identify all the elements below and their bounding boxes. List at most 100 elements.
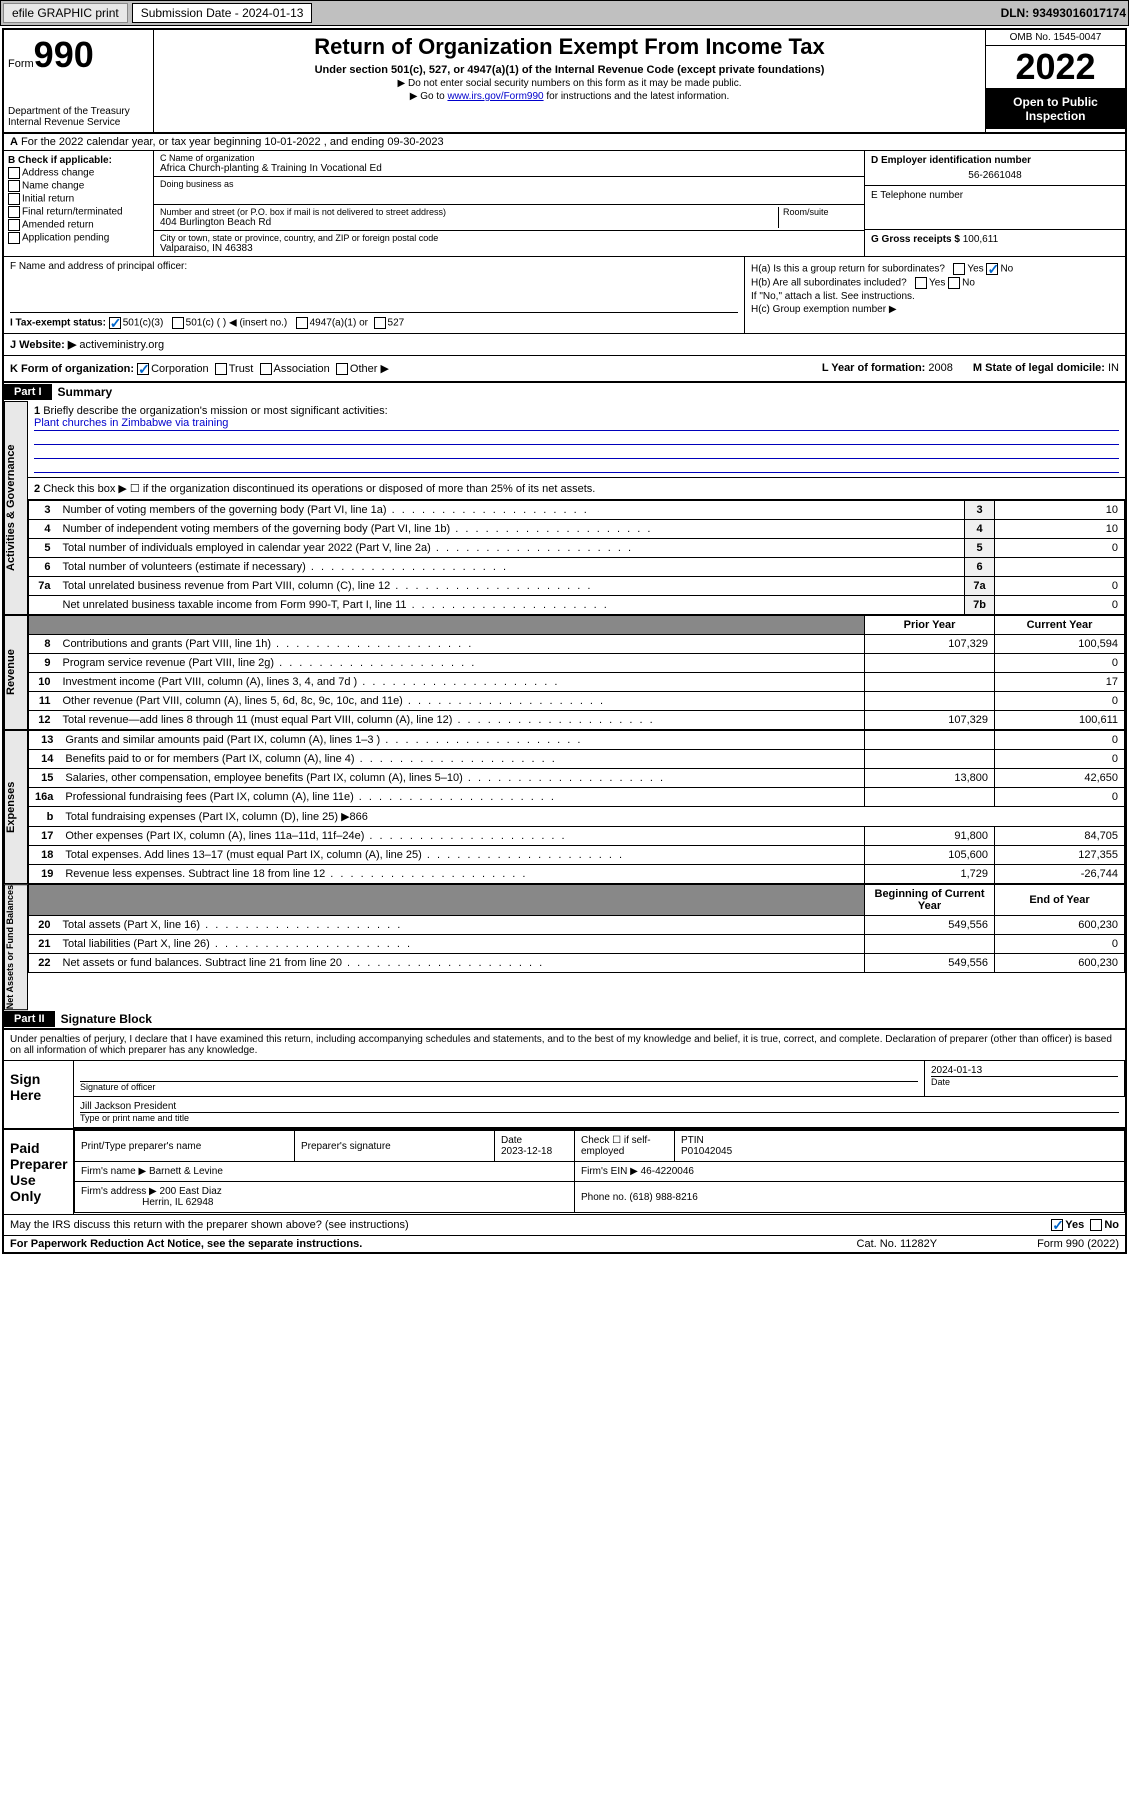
cb-amended[interactable]: Amended return [8, 219, 149, 231]
part1-title: Summary [52, 383, 119, 401]
line2-text: Check this box ▶ ☐ if the organization d… [43, 483, 595, 495]
addr-label: Number and street (or P.O. box if mail i… [160, 207, 778, 217]
note-pre: ▶ Go to [410, 91, 448, 102]
dln: DLN: 93493016017174 [1001, 6, 1126, 20]
cat-no: Cat. No. 11282Y [857, 1238, 938, 1250]
org-name: Africa Church-planting & Training In Voc… [160, 163, 858, 174]
box-b: B Check if applicable: Address change Na… [4, 151, 154, 256]
header-right: OMB No. 1545-0047 2022 Open to Public In… [985, 30, 1125, 132]
prep-date-label: Date [501, 1135, 522, 1146]
summary-expenses: Expenses 13Grants and similar amounts pa… [4, 730, 1125, 884]
city-state-zip: Valparaiso, IN 46383 [160, 243, 858, 254]
gross-receipts: 100,611 [963, 234, 998, 245]
ha-text: H(a) Is this a group return for subordin… [751, 264, 945, 275]
prep-sig-label: Preparer's signature [295, 1131, 495, 1162]
form-title: Return of Organization Exempt From Incom… [158, 34, 981, 60]
col-begin: Beginning of Current Year [865, 885, 995, 916]
year-formation-label: L Year of formation: [822, 362, 926, 374]
may-irs-row: May the IRS discuss this return with the… [4, 1215, 1125, 1235]
prep-date: 2023-12-18 [501, 1146, 552, 1157]
cb-initial-return[interactable]: Initial return [8, 193, 149, 205]
top-bar: efile GRAPHIC print Submission Date - 20… [0, 0, 1129, 26]
hc-text: H(c) Group exemption number ▶ [751, 304, 1119, 315]
sign-here-label: Sign Here [4, 1061, 74, 1128]
website-label: J Website: ▶ [10, 339, 76, 351]
box-c: C Name of organization Africa Church-pla… [154, 151, 865, 256]
footer: For Paperwork Reduction Act Notice, see … [4, 1235, 1125, 1252]
box-h: H(a) Is this a group return for subordin… [745, 257, 1125, 333]
part2-title: Signature Block [55, 1010, 158, 1028]
note-ssn: ▶ Do not enter social security numbers o… [158, 78, 981, 89]
firm-city: Herrin, IL 62948 [142, 1197, 213, 1208]
cb-assoc[interactable] [260, 363, 272, 375]
room-label: Room/suite [778, 207, 858, 228]
box-d: D Employer identification number 56-2661… [865, 151, 1125, 256]
firm-ein-label: Firm's EIN ▶ [581, 1166, 638, 1177]
ptin-label: PTIN [681, 1135, 704, 1146]
tab-governance: Activities & Governance [4, 401, 28, 615]
domicile-label: M State of legal domicile: [973, 362, 1105, 374]
summary-revenue: Revenue Prior YearCurrent Year 8Contribu… [4, 615, 1125, 730]
cb-trust[interactable] [215, 363, 227, 375]
tab-expenses: Expenses [4, 730, 28, 884]
form-number: 990 [34, 34, 94, 75]
cb-final-return[interactable]: Final return/terminated [8, 206, 149, 218]
col-prior: Prior Year [865, 616, 995, 635]
open-inspection: Open to Public Inspection [986, 89, 1125, 129]
website: activeministry.org [79, 339, 164, 351]
date-label: Date [931, 1076, 1118, 1087]
hb-text: H(b) Are all subordinates included? [751, 278, 907, 289]
row-fh: F Name and address of principal officer:… [4, 257, 1125, 334]
cb-irs-yes[interactable] [1051, 1219, 1063, 1231]
row-k: K Form of organization: Corporation Trus… [4, 356, 1125, 383]
gross-label: G Gross receipts $ [871, 234, 960, 245]
cb-name-change[interactable]: Name change [8, 180, 149, 192]
cb-irs-no[interactable] [1090, 1219, 1102, 1231]
officer-label: Type or print name and title [80, 1112, 1119, 1123]
form-label: Form [8, 58, 34, 70]
box-f: F Name and address of principal officer: [10, 261, 738, 272]
ptin: P01042045 [681, 1146, 732, 1157]
note-post: for instructions and the latest informat… [544, 91, 730, 102]
tax-year: 2022 [986, 46, 1125, 89]
firm-phone-label: Phone no. [581, 1192, 627, 1203]
cb-corp[interactable] [137, 363, 149, 375]
cb-ha-no[interactable] [986, 263, 998, 275]
col-current: Current Year [995, 616, 1125, 635]
cb-501c3[interactable] [109, 317, 121, 329]
domicile: IN [1108, 362, 1119, 374]
efile-print-button[interactable]: efile GRAPHIC print [3, 3, 128, 23]
cb-4947[interactable] [296, 317, 308, 329]
cb-501c[interactable] [172, 317, 184, 329]
box-b-title: B Check if applicable: [8, 155, 112, 166]
check-self-employed[interactable]: Check ☐ if self-employed [575, 1131, 675, 1162]
cb-hb-yes[interactable] [915, 277, 927, 289]
form-header: Form990 Department of the Treasury Inter… [4, 30, 1125, 134]
opt-4947: 4947(a)(1) or [310, 318, 368, 329]
summary-netassets: Net Assets or Fund Balances Beginning of… [4, 884, 1125, 1010]
cb-address-change[interactable]: Address change [8, 167, 149, 179]
expenses-table: 13Grants and similar amounts paid (Part … [28, 730, 1125, 884]
cb-hb-no[interactable] [948, 277, 960, 289]
name-label: C Name of organization [160, 153, 858, 163]
cb-other[interactable] [336, 363, 348, 375]
sig-officer-label: Signature of officer [80, 1081, 918, 1092]
cb-ha-yes[interactable] [953, 263, 965, 275]
line1-label: Briefly describe the organization's miss… [43, 405, 387, 417]
mission-text: Plant churches in Zimbabwe via training [34, 417, 1119, 431]
firm-addr: 200 East Diaz [160, 1186, 222, 1197]
irs-link[interactable]: www.irs.gov/Form990 [447, 91, 543, 102]
omb-number: OMB No. 1545-0047 [986, 30, 1125, 46]
col-end: End of Year [995, 885, 1125, 916]
preparer-table: Print/Type preparer's name Preparer's si… [74, 1130, 1125, 1213]
section-bc: B Check if applicable: Address change Na… [4, 151, 1125, 257]
opt-501c3: 501(c)(3) [123, 318, 164, 329]
cb-app-pending[interactable]: Application pending [8, 232, 149, 244]
sig-date: 2024-01-13 [931, 1065, 1118, 1076]
form-ref: Form 990 (2022) [1037, 1238, 1119, 1250]
form-org-label: K Form of organization: [10, 363, 134, 375]
header-left: Form990 Department of the Treasury Inter… [4, 30, 154, 132]
firm-ein: 46-4220046 [641, 1166, 694, 1177]
signature-section: Under penalties of perjury, I declare th… [4, 1028, 1125, 1235]
cb-527[interactable] [374, 317, 386, 329]
